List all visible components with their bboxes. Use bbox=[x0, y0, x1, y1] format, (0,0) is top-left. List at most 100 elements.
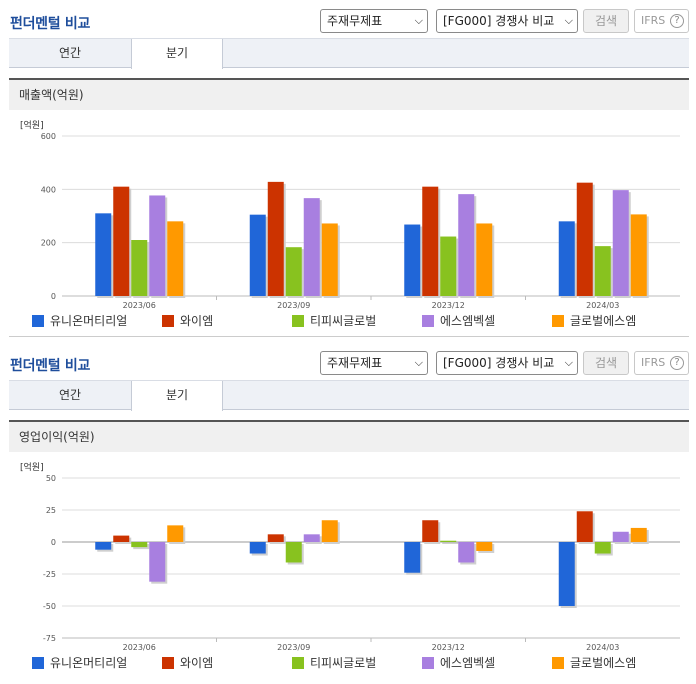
y-tick-label: 25 bbox=[46, 506, 56, 515]
legend-item[interactable]: 와이엠 bbox=[162, 656, 213, 672]
legend-item[interactable]: 와이엠 bbox=[162, 314, 213, 330]
y-unit-label: [억원] bbox=[20, 463, 44, 473]
y-tick-label: -75 bbox=[43, 634, 56, 643]
fundamental-panel-revenue: 펀더멘털 비교 주재무제표 ⌵ [FG000] 경쟁사 비교 ⌵ 검색 IFRS… bbox=[0, 9, 696, 337]
legend-swatch bbox=[422, 657, 434, 669]
statement-type-select[interactable]: 주재무제표 ⌵ bbox=[320, 351, 428, 375]
chevron-down-icon: ⌵ bbox=[564, 356, 573, 369]
legend-label: 티피씨글로벌 bbox=[310, 656, 377, 670]
x-tick-label: 2023/09 bbox=[277, 301, 310, 310]
bar bbox=[249, 542, 266, 554]
statement-type-select[interactable]: 주재무제표 ⌵ bbox=[320, 9, 428, 33]
legend-swatch bbox=[422, 315, 434, 327]
x-tick-label: 2023/09 bbox=[277, 643, 310, 652]
metric-subtitle: 매출액(억원) bbox=[9, 78, 689, 110]
legend-item[interactable]: 티피씨글로벌 bbox=[292, 656, 376, 672]
tab-annual[interactable]: 연간 bbox=[58, 46, 82, 60]
x-tick-label: 2023/06 bbox=[123, 643, 156, 652]
revenue-chart-svg: 0 200 400 600 2023/06 2023/09 2023/12 2024/03 bbox=[41, 132, 680, 310]
bar bbox=[404, 224, 421, 296]
tab-quarterly[interactable]: 분기 bbox=[131, 381, 223, 411]
x-tick-label: 2023/06 bbox=[123, 301, 156, 310]
bar bbox=[594, 246, 611, 296]
legend-item[interactable]: 티피씨글로벌 bbox=[292, 314, 376, 330]
chevron-down-icon: ⌵ bbox=[564, 14, 573, 27]
bar bbox=[113, 535, 130, 542]
legend-swatch bbox=[292, 315, 304, 327]
bar bbox=[576, 511, 593, 542]
metric-subtitle: 영업이익(억원) bbox=[9, 420, 689, 452]
statement-type-value: 주재무제표 bbox=[327, 356, 383, 370]
legend-label: 글로벌에스엠 bbox=[570, 656, 637, 670]
x-tick-label: 2023/12 bbox=[432, 643, 465, 652]
panel-title: 펀더멘털 비교 bbox=[10, 358, 91, 374]
bar bbox=[594, 542, 611, 554]
fundamental-panel-operating-profit: 펀더멘털 비교 주재무제표 ⌵ [FG000] 경쟁사 비교 ⌵ 검색 IFRS… bbox=[0, 342, 696, 684]
tab-quarterly[interactable]: 분기 bbox=[131, 39, 223, 69]
help-icon[interactable]: ? bbox=[670, 356, 684, 370]
divider bbox=[9, 336, 689, 337]
bar bbox=[558, 542, 575, 606]
revenue-chart: [억원] 0 200 400 600 2023/06 2023/09 2023/12 2024… bbox=[0, 114, 696, 314]
y-tick-label: 0 bbox=[51, 292, 56, 301]
tab-annual[interactable]: 연간 bbox=[58, 388, 82, 402]
search-button[interactable]: 검색 bbox=[583, 9, 629, 33]
bar bbox=[422, 520, 439, 542]
legend-swatch bbox=[552, 657, 564, 669]
bar bbox=[285, 542, 302, 563]
bar bbox=[321, 223, 338, 296]
bar bbox=[303, 534, 320, 542]
bar bbox=[630, 214, 647, 296]
chevron-down-icon: ⌵ bbox=[414, 14, 423, 27]
bar bbox=[249, 214, 266, 296]
legend-label: 유니온머티리얼 bbox=[50, 656, 128, 670]
legend-item[interactable]: 글로벌에스엠 bbox=[552, 656, 636, 672]
legend-label: 와이엠 bbox=[180, 314, 214, 328]
bar bbox=[95, 542, 112, 550]
bar bbox=[131, 240, 148, 296]
panel-title: 펀더멘털 비교 bbox=[10, 16, 91, 32]
y-tick-label: -50 bbox=[43, 602, 56, 611]
legend-swatch bbox=[162, 315, 174, 327]
peer-group-value: [FG000] 경쟁사 비교 bbox=[443, 356, 555, 370]
chart-legend: 유니온머티리얼 와이엠 티피씨글로벌 에스엠벡셀 글로벌에스엠 bbox=[0, 314, 696, 330]
peer-group-select[interactable]: [FG000] 경쟁사 비교 ⌵ bbox=[436, 9, 578, 33]
y-tick-label: -25 bbox=[43, 570, 56, 579]
legend-swatch bbox=[32, 657, 44, 669]
legend-label: 에스엠벡셀 bbox=[440, 656, 496, 670]
bar bbox=[558, 221, 575, 296]
bar bbox=[476, 542, 493, 551]
legend-swatch bbox=[162, 657, 174, 669]
bar bbox=[458, 542, 475, 563]
legend-label: 유니온머티리얼 bbox=[50, 314, 128, 328]
legend-item[interactable]: 글로벌에스엠 bbox=[552, 314, 636, 330]
y-tick-label: 0 bbox=[51, 538, 56, 547]
chevron-down-icon: ⌵ bbox=[414, 356, 423, 369]
bar bbox=[149, 195, 166, 296]
statement-type-value: 주재무제표 bbox=[327, 14, 383, 28]
chart-legend: 유니온머티리얼 와이엠 티피씨글로벌 에스엠벡셀 글로벌에스엠 bbox=[0, 656, 696, 672]
legend-label: 글로벌에스엠 bbox=[570, 314, 637, 328]
bar bbox=[404, 542, 421, 573]
legend-swatch bbox=[292, 657, 304, 669]
legend-label: 와이엠 bbox=[180, 656, 214, 670]
legend-label: 티피씨글로벌 bbox=[310, 314, 377, 328]
bar bbox=[167, 525, 184, 542]
legend-item[interactable]: 유니온머티리얼 bbox=[32, 314, 127, 330]
x-tick-label: 2023/12 bbox=[432, 301, 465, 310]
peer-group-value: [FG000] 경쟁사 비교 bbox=[443, 14, 555, 28]
bar bbox=[440, 540, 457, 542]
bar bbox=[303, 198, 320, 296]
ifrs-button[interactable]: IFRS ? bbox=[634, 9, 689, 33]
peer-group-select[interactable]: [FG000] 경쟁사 비교 ⌵ bbox=[436, 351, 578, 375]
legend-item[interactable]: 에스엠벡셀 bbox=[422, 314, 495, 330]
bar bbox=[321, 520, 338, 542]
search-button[interactable]: 검색 bbox=[583, 351, 629, 375]
legend-item[interactable]: 에스엠벡셀 bbox=[422, 656, 495, 672]
bar bbox=[612, 531, 629, 542]
legend-item[interactable]: 유니온머티리얼 bbox=[32, 656, 127, 672]
ifrs-button[interactable]: IFRS ? bbox=[634, 351, 689, 375]
y-tick-label: 50 bbox=[46, 474, 56, 483]
bar bbox=[149, 542, 166, 582]
help-icon[interactable]: ? bbox=[670, 14, 684, 28]
